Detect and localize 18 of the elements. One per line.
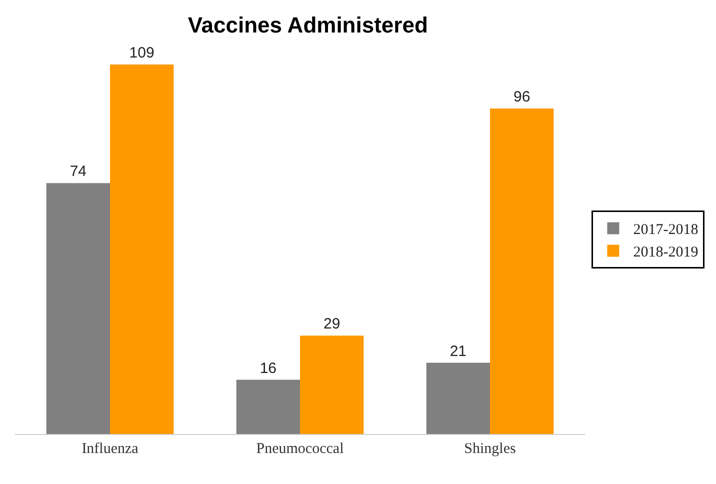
bar — [490, 108, 554, 434]
data-label: 109 — [129, 44, 154, 62]
legend-label: 2017-2018 — [633, 222, 698, 238]
legend-label: 2018-2019 — [633, 244, 698, 261]
bar — [236, 380, 300, 434]
chart-title: Vaccines Administered — [188, 12, 428, 38]
bar — [300, 336, 364, 434]
bar — [110, 64, 174, 434]
x-tick-label: Influenza — [82, 441, 139, 457]
bar — [46, 183, 110, 434]
data-label: 16 — [260, 360, 277, 377]
data-label: 29 — [323, 316, 340, 333]
bar — [426, 362, 490, 434]
x-tick-label: Pneumococcal — [256, 441, 344, 457]
x-tick-label: Shingles — [464, 441, 516, 457]
data-label: 21 — [450, 342, 467, 360]
data-label: 96 — [513, 88, 530, 106]
data-label: 74 — [70, 163, 87, 180]
